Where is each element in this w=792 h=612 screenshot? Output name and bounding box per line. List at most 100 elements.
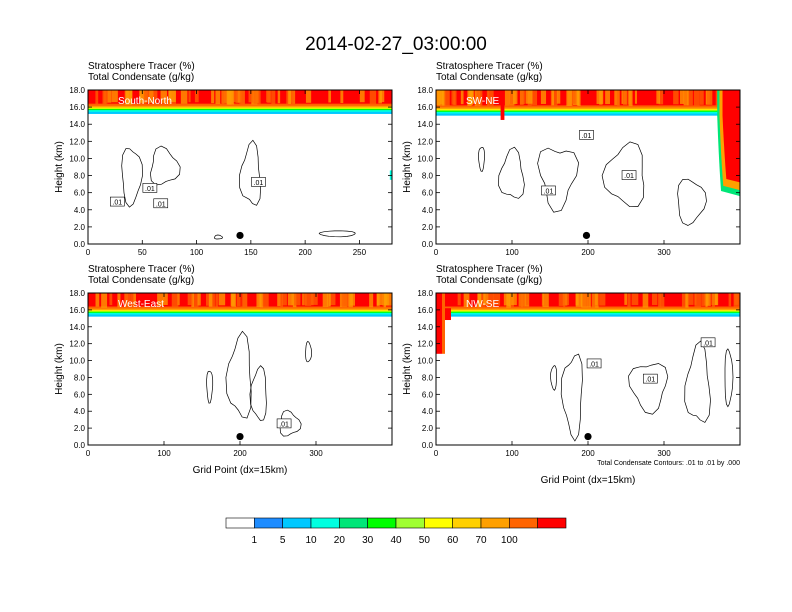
tracer-streak	[460, 90, 464, 105]
contour	[478, 147, 485, 172]
tracer-streak	[340, 90, 344, 104]
colorbar-swatch	[480, 517, 510, 529]
tracer-streak	[277, 90, 281, 104]
contour	[684, 340, 711, 423]
tracer-streak	[631, 293, 639, 306]
tracer-streak	[506, 293, 511, 308]
tracer-streak	[673, 90, 679, 105]
contour-label-text: .01	[112, 200, 122, 207]
tracer-streak	[157, 293, 164, 306]
y-tick-label: 0.0	[74, 240, 86, 249]
tracer-streak	[240, 90, 245, 105]
contour	[150, 145, 181, 186]
panels: Stratosphere Tracer (%) Total Condensate …	[54, 61, 741, 486]
tracer-streak	[305, 90, 312, 103]
contour-info: Total Condensate Contours: .01 to .01 by…	[597, 460, 740, 467]
y-tick-label: 2.0	[422, 424, 434, 433]
colorbar-label: 5	[280, 535, 286, 546]
y-tick-label: 10.0	[417, 357, 433, 366]
tracer-streak	[369, 90, 377, 105]
contour-label-box	[276, 418, 292, 429]
contour-label: .01	[621, 170, 637, 180]
x-tick-label: 300	[657, 449, 671, 458]
y-tick-label: 8.0	[422, 172, 434, 181]
tracer-streak	[683, 90, 689, 106]
tracer-streak	[215, 90, 221, 104]
location-marker	[584, 432, 592, 441]
contour	[305, 340, 312, 363]
tracer-streak	[103, 90, 108, 104]
tracer-streak	[117, 293, 121, 308]
tracer-streak	[624, 293, 628, 305]
tracer-streak	[477, 293, 482, 308]
y-tick-label: 2.0	[74, 223, 86, 232]
tracer-streak	[525, 293, 529, 305]
y-tick-label: 4.0	[74, 407, 86, 416]
y-tick-label: 6.0	[74, 390, 86, 399]
y-tick-label: 10.0	[417, 154, 433, 163]
colorbar-swatch	[509, 517, 538, 529]
x-tick-label: 250	[353, 248, 367, 257]
y-tick-label: 18.0	[417, 289, 433, 298]
contour-label-box	[621, 170, 637, 180]
tracer-intrusion	[442, 293, 445, 354]
tracer-streak	[687, 90, 693, 106]
tracer-streak	[592, 293, 599, 308]
panel-sw-ne: Stratosphere Tracer (%)Total Condensate …	[402, 61, 741, 257]
tracer-streak	[659, 293, 665, 308]
tracer-streak	[233, 90, 238, 103]
field1-label: Stratosphere Tracer (%)	[436, 61, 543, 72]
x-tick-label: 200	[581, 248, 595, 257]
x-tick-label: 200	[298, 248, 312, 257]
tracer-streak	[487, 90, 494, 106]
tracer-streak	[504, 90, 510, 106]
tracer-streak	[266, 90, 271, 103]
panel-nw-se: Stratosphere Tracer (%)Total Condensate …	[402, 264, 741, 486]
tracer-streak	[205, 293, 210, 306]
contour	[214, 234, 223, 240]
tracer-streak	[493, 293, 501, 306]
contour	[537, 147, 579, 213]
tracer-streak	[248, 90, 253, 103]
tracer-streak	[95, 293, 100, 307]
tracer-streak	[693, 90, 700, 106]
contour-label-text: .01	[645, 377, 655, 384]
location-marker	[236, 432, 244, 441]
tracer-streak	[343, 293, 351, 307]
tracer-streak	[487, 293, 494, 308]
y-tick-label: 14.0	[417, 323, 433, 332]
tracer-streak	[286, 90, 291, 105]
y-tick-label: 14.0	[69, 323, 85, 332]
y-tick-label: 0.0	[74, 441, 86, 450]
colorbar-label: 70	[475, 535, 487, 546]
tracer-streak	[575, 293, 583, 307]
contour	[677, 178, 707, 226]
tracer-streak	[288, 90, 292, 105]
tracer-streak	[348, 293, 353, 308]
contour	[601, 141, 645, 208]
condensate-contours	[206, 330, 312, 437]
colorbar-swatch	[367, 517, 397, 529]
tracer-streak	[712, 293, 719, 306]
tracer-streak	[563, 293, 566, 307]
tracer-streak	[525, 90, 533, 104]
colorbar-label: 60	[447, 535, 459, 546]
colorbar-label: 100	[501, 535, 518, 546]
contour-label-text: .01	[279, 421, 289, 428]
colorbar-swatch	[537, 517, 567, 529]
tracer-streak	[130, 293, 135, 307]
tracer-streak	[457, 293, 461, 306]
tracer-streak	[302, 293, 307, 306]
tracer-streak	[540, 90, 547, 104]
tracer-streak	[111, 90, 118, 103]
tracer-streak	[197, 293, 201, 306]
colorbar-label: 1	[252, 535, 258, 546]
tracer-streak	[211, 90, 215, 104]
colorbar-swatch	[424, 517, 453, 529]
x-tick-label: 0	[86, 248, 91, 257]
y-tick-label: 2.0	[422, 223, 434, 232]
contour	[249, 365, 267, 421]
tracer-streak	[556, 90, 561, 104]
y-tick-label: 6.0	[74, 189, 86, 198]
